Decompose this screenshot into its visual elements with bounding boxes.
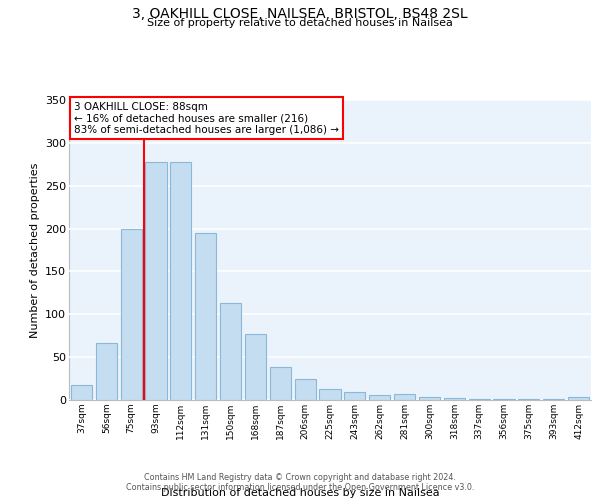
Text: 3 OAKHILL CLOSE: 88sqm
← 16% of detached houses are smaller (216)
83% of semi-de: 3 OAKHILL CLOSE: 88sqm ← 16% of detached… — [74, 102, 339, 134]
Bar — [444, 398, 465, 400]
Text: 3, OAKHILL CLOSE, NAILSEA, BRISTOL, BS48 2SL: 3, OAKHILL CLOSE, NAILSEA, BRISTOL, BS48… — [132, 8, 468, 22]
Bar — [518, 399, 539, 400]
Bar — [96, 342, 117, 400]
Y-axis label: Number of detached properties: Number of detached properties — [29, 162, 40, 338]
Bar — [369, 395, 390, 400]
Bar — [295, 380, 316, 400]
Text: Contains HM Land Registry data © Crown copyright and database right 2024.: Contains HM Land Registry data © Crown c… — [144, 472, 456, 482]
Bar — [220, 303, 241, 400]
Bar — [170, 162, 191, 400]
Bar — [394, 394, 415, 400]
Bar — [469, 399, 490, 400]
Bar — [270, 368, 291, 400]
Text: Distribution of detached houses by size in Nailsea: Distribution of detached houses by size … — [161, 488, 439, 498]
Bar — [71, 386, 92, 400]
Bar — [145, 162, 167, 400]
Text: Size of property relative to detached houses in Nailsea: Size of property relative to detached ho… — [147, 18, 453, 28]
Bar — [319, 389, 341, 400]
Text: Contains public sector information licensed under the Open Government Licence v3: Contains public sector information licen… — [126, 484, 474, 492]
Bar — [195, 233, 216, 400]
Bar — [121, 228, 142, 400]
Bar — [344, 392, 365, 400]
Bar — [419, 396, 440, 400]
Bar — [493, 399, 515, 400]
Bar — [543, 399, 564, 400]
Bar — [568, 398, 589, 400]
Bar — [245, 334, 266, 400]
